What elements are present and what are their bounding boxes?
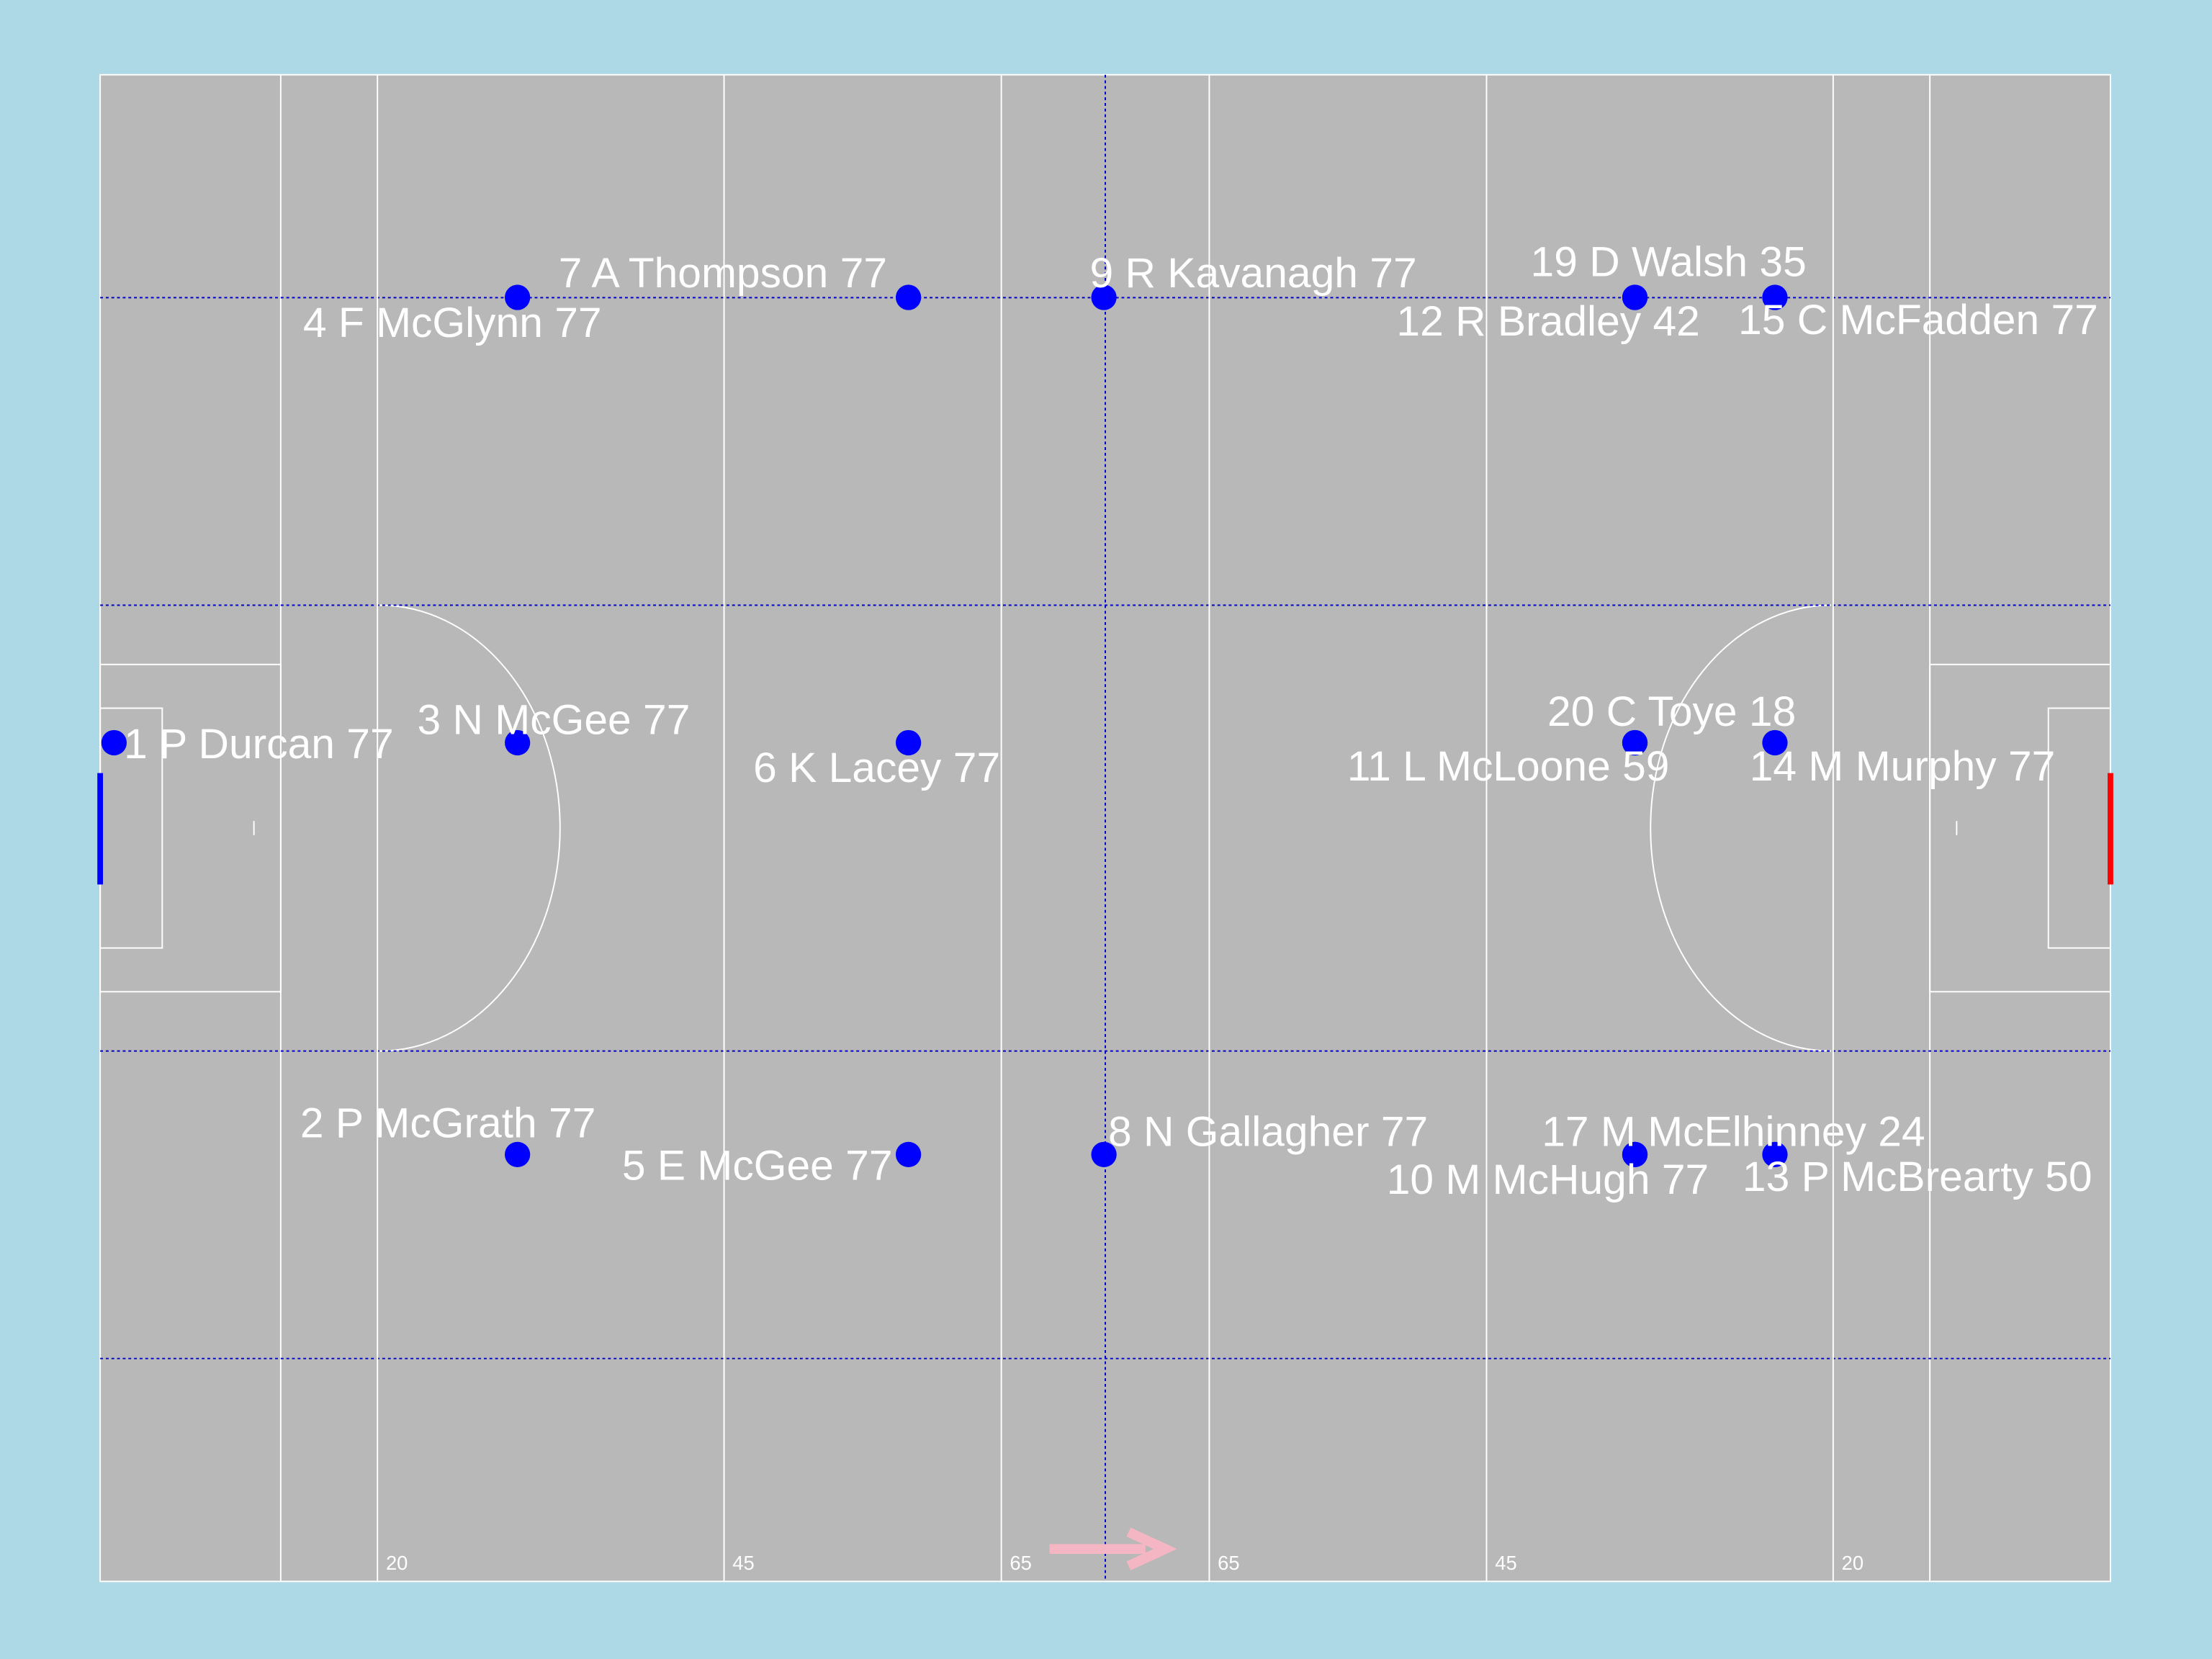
player-dot [1762, 729, 1788, 756]
player-label: 4 F McGlynn 77 [303, 300, 602, 346]
player-label: 11 L McLoone 59 [1347, 743, 1670, 790]
player-dot [505, 729, 531, 756]
line-label: 20 [386, 1552, 408, 1574]
player-dot [101, 729, 127, 756]
player-label: 8 N Gallagher 77 [1108, 1108, 1428, 1155]
player-dot [1762, 1141, 1788, 1168]
player-dot [1091, 1141, 1117, 1168]
player-dot [1622, 729, 1648, 756]
line-label: 20 [1842, 1552, 1863, 1574]
arc [1650, 604, 1832, 1052]
player-dot [1762, 284, 1788, 310]
player-dot [895, 729, 922, 756]
player-label: 20 C Toye 18 [1547, 688, 1796, 735]
player-dot [1091, 284, 1117, 310]
points: 1 P Durcan 77 3 N McGee 77 4 F McGlynn 777… [101, 239, 2098, 1203]
player-label: 1 P Durcan 77 [124, 721, 394, 768]
player-label: 6 K Lacey 77 [753, 745, 1000, 791]
arc [379, 604, 561, 1052]
player-dot [1622, 1141, 1648, 1168]
player-dot [1622, 284, 1648, 310]
line-label: 45 [732, 1552, 754, 1574]
player-dot [895, 284, 922, 310]
player-label: 7 A Thompson 77 [559, 250, 887, 297]
player-label: 17 M McElhinney 24 [1542, 1108, 1925, 1155]
player-label: 5 E McGee 77 [622, 1143, 893, 1190]
player-dot [505, 284, 531, 310]
player-label: 3 N McGee 77 [418, 697, 691, 744]
player-dot [895, 1141, 922, 1168]
player-label: 19 D Walsh 35 [1531, 239, 1807, 286]
line-label: 45 [1495, 1552, 1516, 1574]
line-label: 65 [1218, 1552, 1239, 1574]
player-label: 14 M Murphy 77 [1750, 743, 2056, 790]
zone-lines [100, 74, 2110, 1582]
player-dot [505, 1141, 531, 1168]
ticks: 20 45 65 65 45 20 [377, 74, 1863, 1582]
player-label: 2 P McGrath 77 [300, 1100, 595, 1147]
player-label: 9 R Kavanagh 77 [1090, 250, 1417, 297]
direction-arrow [1049, 1527, 1177, 1570]
line-label: 65 [1010, 1552, 1031, 1574]
player-label: 13 P McBrearty 50 [1743, 1154, 2092, 1200]
player-label: 15 C McFadden 77 [1738, 297, 2098, 343]
player-label: 12 R Bradley 42 [1396, 298, 1699, 345]
player-label: 10 M McHugh 77 [1387, 1156, 1709, 1203]
